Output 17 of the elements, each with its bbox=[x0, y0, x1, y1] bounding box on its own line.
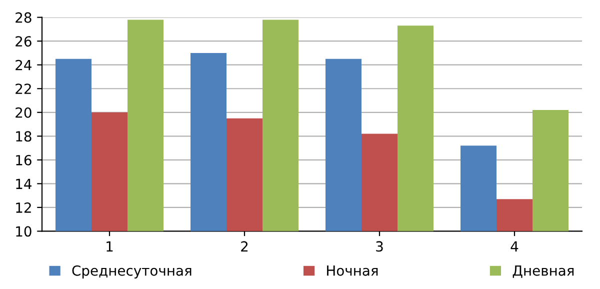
y-tick-label: 16 bbox=[16, 154, 32, 166]
x-tick-label: 1 bbox=[106, 241, 113, 252]
legend-label: Среднесуточная bbox=[72, 265, 192, 279]
legend-label: Дневная bbox=[512, 266, 574, 278]
y-tick-label: 24 bbox=[16, 60, 32, 70]
y-tick-label: 12 bbox=[16, 202, 31, 213]
x-tick-label: 2 bbox=[241, 241, 248, 252]
x-tick-label: 3 bbox=[376, 241, 383, 252]
y-tick-label: 18 bbox=[16, 131, 32, 142]
y-tick-label: 10 bbox=[16, 226, 32, 237]
y-tick-label: 26 bbox=[16, 36, 32, 47]
y-tick-label: 20 bbox=[16, 107, 32, 118]
legend-label: Ночная bbox=[327, 266, 378, 276]
y-tick-label: 22 bbox=[16, 84, 31, 94]
y-tick-label: 14 bbox=[16, 178, 32, 189]
y-tick-label: 28 bbox=[16, 12, 32, 23]
x-tick-label: 4 bbox=[510, 241, 518, 252]
